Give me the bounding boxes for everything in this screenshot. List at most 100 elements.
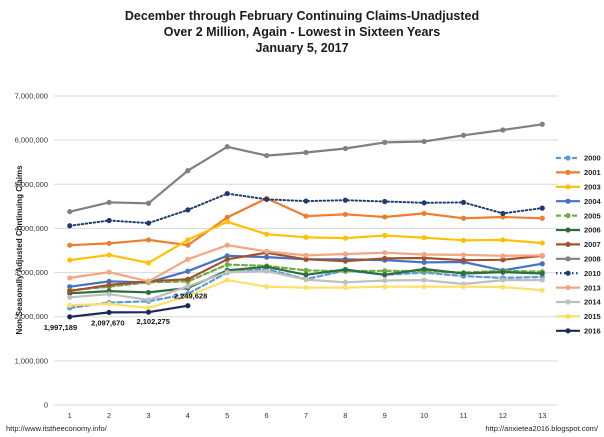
legend-label: 2014 — [584, 298, 602, 307]
data-point-2008 — [145, 200, 152, 206]
series-2016 — [67, 303, 191, 320]
legend-item-2014: 2014 — [556, 298, 602, 307]
data-point-2007 — [67, 288, 73, 294]
legend-item-2003: 2003 — [556, 183, 601, 192]
chart-title-line-3: January 5, 2017 — [255, 41, 348, 55]
data-point-2014 — [145, 297, 152, 303]
legend-marker — [565, 155, 571, 161]
y-tick-label: 7,000,000 — [15, 92, 48, 101]
data-point-2013 — [106, 269, 112, 275]
data-point-2003 — [67, 257, 73, 263]
series-2010 — [67, 190, 545, 229]
legend-item-2004: 2004 — [556, 197, 602, 206]
grid — [54, 95, 558, 406]
data-point-2008 — [539, 121, 545, 127]
data-point-2007 — [106, 282, 112, 288]
data-point-2016 — [67, 314, 73, 320]
data-point-2006 — [500, 269, 506, 275]
data-point-2003 — [539, 240, 545, 246]
legend-label: 2006 — [584, 226, 601, 235]
data-point-2008 — [264, 152, 270, 159]
x-tick-label: 12 — [499, 411, 507, 420]
data-point-2001 — [421, 210, 427, 217]
data-point-2013 — [539, 252, 545, 258]
data-point-2013 — [264, 248, 270, 254]
legend-item-2000: 2000 — [556, 154, 601, 163]
legend-label: 2004 — [584, 197, 602, 206]
data-point-2010 — [303, 198, 309, 204]
data-point-2005 — [303, 267, 309, 273]
y-axis-ticks: 0 1,000,000 2,000,000 3,000,000 4,000,000 5,0… — [15, 92, 48, 410]
data-point-2015 — [185, 293, 191, 299]
series-2014 — [67, 268, 545, 303]
data-point-2014 — [106, 291, 112, 297]
legend-item-2005: 2005 — [556, 211, 601, 220]
data-point-2003 — [185, 237, 191, 243]
data-point-2003 — [460, 237, 467, 243]
legend-marker — [565, 241, 571, 247]
data-point-2007 — [185, 276, 191, 282]
data-point-2003 — [145, 260, 152, 266]
y-tick-label: 0 — [44, 401, 48, 410]
data-point-2006 — [460, 270, 467, 277]
data-point-2014 — [264, 268, 270, 274]
data-point-2010 — [342, 197, 348, 203]
data-point-2015 — [145, 305, 152, 311]
data-point-2007 — [460, 257, 467, 263]
legend-marker — [565, 328, 571, 334]
series-2003 — [67, 219, 545, 266]
data-point-2010 — [539, 205, 545, 211]
legend-marker — [565, 169, 571, 175]
data-point-2010 — [500, 210, 506, 217]
legend-marker — [565, 313, 571, 319]
data-point-2008 — [303, 149, 309, 156]
legend-label: 2008 — [584, 255, 601, 264]
series-2008 — [67, 121, 545, 215]
series-group — [67, 121, 545, 320]
data-point-2014 — [539, 277, 545, 283]
data-point-2008 — [106, 199, 112, 205]
series-2006 — [67, 264, 545, 296]
data-point-2003 — [342, 235, 348, 241]
footer-left-url[interactable]: http://www.itstheeconomy.info/ — [6, 424, 108, 433]
data-point-2008 — [382, 139, 388, 145]
data-point-2013 — [145, 278, 152, 284]
legend-item-2008: 2008 — [556, 255, 601, 264]
legend-marker — [565, 213, 571, 219]
data-point-2013 — [185, 256, 191, 262]
legend-label: 2015 — [584, 312, 601, 321]
data-point-2007 — [342, 258, 348, 264]
y-tick-label: 6,000,000 — [15, 136, 48, 145]
data-point-2006 — [145, 289, 152, 296]
legend-item-2015: 2015 — [556, 312, 601, 321]
footer-right-url[interactable]: http://anxietea2016.blogspot.com/ — [485, 424, 598, 433]
data-label: 2,249,628 — [174, 292, 207, 301]
x-tick-label: 2 — [107, 411, 111, 420]
data-point-2016 — [185, 303, 191, 309]
data-point-2015 — [460, 284, 467, 290]
legend-item-2010: 2010 — [556, 269, 601, 278]
data-point-2003 — [500, 237, 506, 243]
legend-item-2013: 2013 — [556, 283, 601, 292]
data-point-2015 — [264, 284, 270, 290]
y-axis-label: Non-Seasonally Adjusted Continuing Claim… — [15, 165, 24, 335]
data-point-2008 — [421, 138, 427, 145]
data-point-2001 — [382, 214, 388, 220]
legend-label: 2016 — [584, 327, 601, 336]
legend-item-2007: 2007 — [556, 240, 601, 249]
data-point-2005 — [382, 268, 388, 274]
x-tick-label: 4 — [186, 411, 190, 420]
data-point-2001 — [342, 211, 348, 217]
chart-title-line-1: December through February Continuing Cla… — [125, 9, 479, 23]
data-point-2013 — [67, 275, 73, 281]
data-point-2010 — [67, 223, 73, 229]
legend-label: 2010 — [584, 269, 601, 278]
legend-marker — [565, 256, 571, 262]
x-tick-label: 5 — [225, 411, 229, 420]
data-point-2014 — [224, 269, 230, 275]
data-point-2006 — [382, 272, 388, 278]
data-point-2003 — [382, 232, 388, 239]
data-point-2006 — [421, 266, 427, 272]
data-point-2013 — [500, 253, 506, 259]
